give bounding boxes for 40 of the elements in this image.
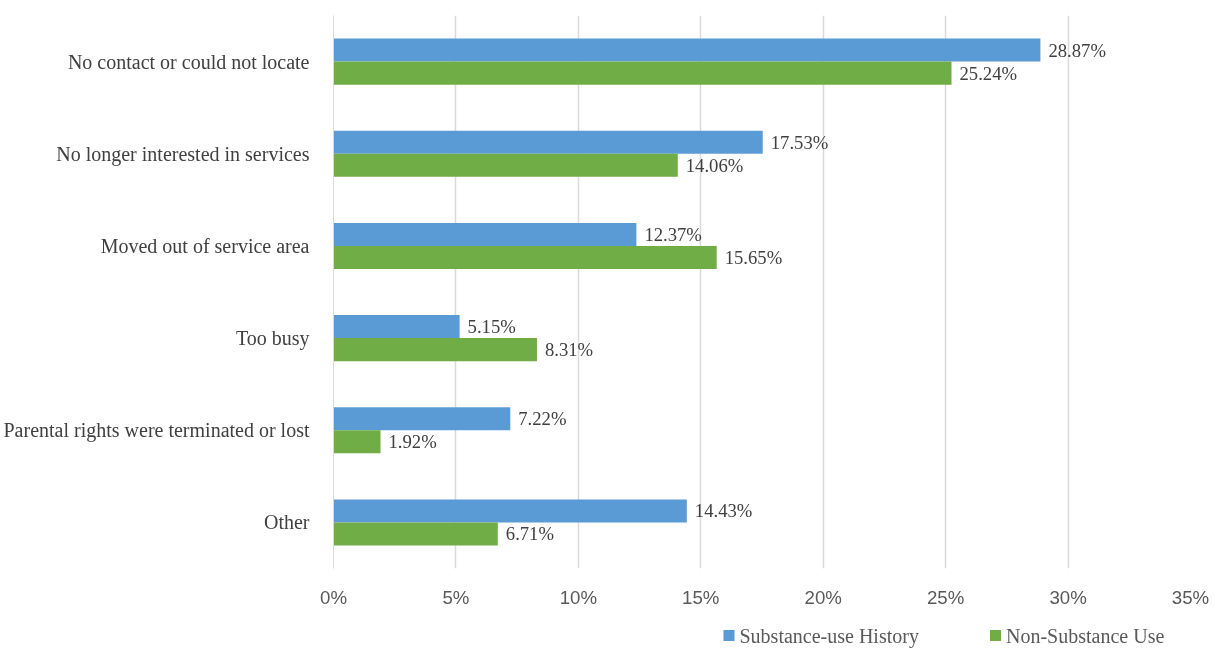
data-label: 5.15% <box>467 316 516 338</box>
x-tick-label: 25% <box>926 586 965 608</box>
data-label: 17.53% <box>770 131 829 153</box>
data-label: 14.06% <box>685 154 744 176</box>
x-tick-label: 10% <box>559 586 598 608</box>
bar <box>333 338 537 362</box>
y-tick-label: No contact or could not locate <box>67 50 310 73</box>
data-label: 28.87% <box>1048 39 1106 61</box>
x-tick-label: 20% <box>804 586 842 608</box>
x-tick-label: 35% <box>1171 586 1210 608</box>
bar <box>333 130 763 154</box>
y-tick-label: Parental rights were terminated or lost <box>3 419 310 443</box>
y-tick-label: Moved out of service area <box>100 234 310 257</box>
bar <box>333 222 637 246</box>
data-label: 6.71% <box>505 523 554 545</box>
y-tick-label: Other <box>263 511 310 534</box>
bar <box>333 315 460 339</box>
x-tick-label: 30% <box>1049 586 1087 608</box>
x-tick-label: 5% <box>442 586 470 608</box>
data-label: 8.31% <box>544 339 594 361</box>
data-label: 25.24% <box>959 62 1018 84</box>
x-tick-label: 15% <box>682 586 720 608</box>
bar <box>333 38 1041 62</box>
data-label: 1.92% <box>388 431 437 453</box>
bar <box>333 407 511 431</box>
x-tick-label: 0% <box>320 586 347 608</box>
data-label: 14.43% <box>694 500 753 522</box>
y-tick-label: Too busy <box>235 327 310 351</box>
data-label: 12.37% <box>644 223 702 245</box>
legend-label: Non-Substance Use <box>1006 624 1165 647</box>
bar <box>333 499 687 523</box>
bar <box>333 522 498 546</box>
legend-label: Substance-use History <box>739 624 919 648</box>
bar <box>333 61 952 85</box>
data-label: 7.22% <box>518 408 567 430</box>
data-label: 15.65% <box>724 246 783 268</box>
y-tick-label: No longer interested in services <box>56 142 310 166</box>
bar <box>333 153 678 177</box>
bar <box>333 430 381 454</box>
bar <box>333 245 717 269</box>
